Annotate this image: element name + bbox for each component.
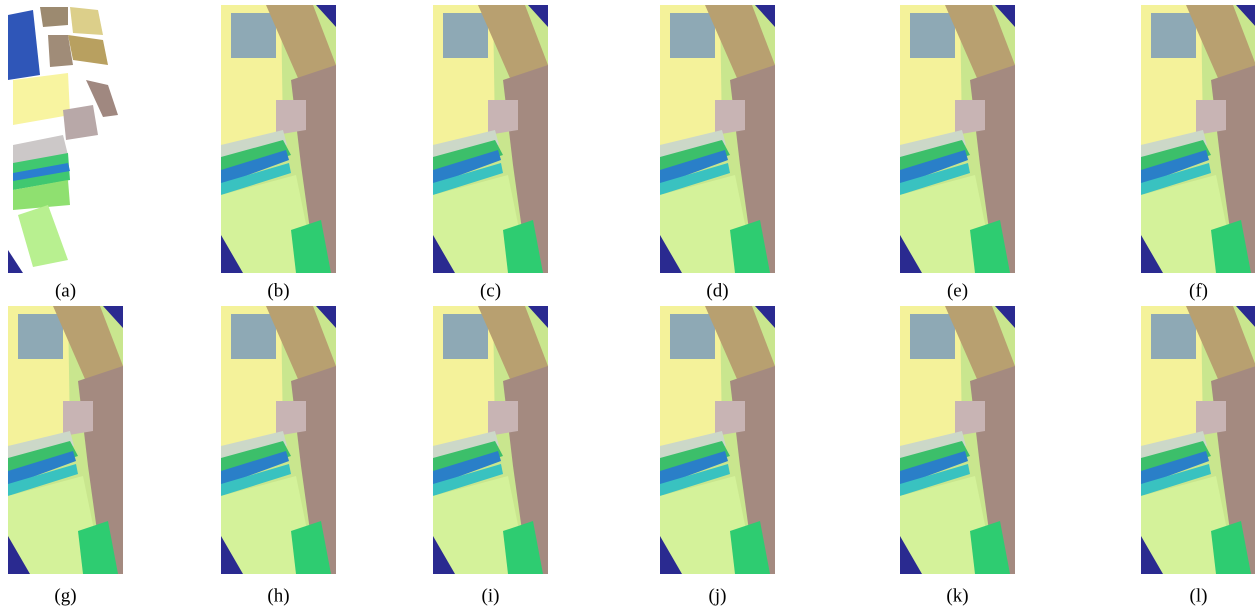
panel-label: (g)	[54, 585, 76, 606]
panel-label: (h)	[267, 585, 289, 606]
panel-label: (d)	[706, 280, 728, 301]
panel-label: (j)	[709, 585, 727, 606]
classification-map	[8, 5, 123, 273]
classification-map	[8, 306, 123, 574]
panel-label: (e)	[947, 280, 968, 301]
classification-map	[1141, 5, 1255, 273]
classification-map	[433, 5, 548, 273]
classification-map	[660, 306, 775, 574]
classification-map	[221, 306, 336, 574]
panel-label: (a)	[55, 280, 76, 301]
classification-map	[660, 5, 775, 273]
classification-map	[433, 306, 548, 574]
panel-label: (k)	[946, 585, 968, 606]
panel-label: (c)	[480, 280, 501, 301]
panel-label: (i)	[482, 585, 500, 606]
classification-map	[1141, 306, 1255, 574]
classification-map	[900, 5, 1015, 273]
panel-label: (f)	[1189, 280, 1208, 301]
panel-label: (b)	[267, 280, 289, 301]
figure: (a) (b) (c) (d) (e) (f) (g) (h) (i) (j) (k) (l)	[0, 0, 1255, 612]
classification-map	[221, 5, 336, 273]
classification-map	[900, 306, 1015, 574]
panel-label: (l)	[1190, 585, 1208, 606]
